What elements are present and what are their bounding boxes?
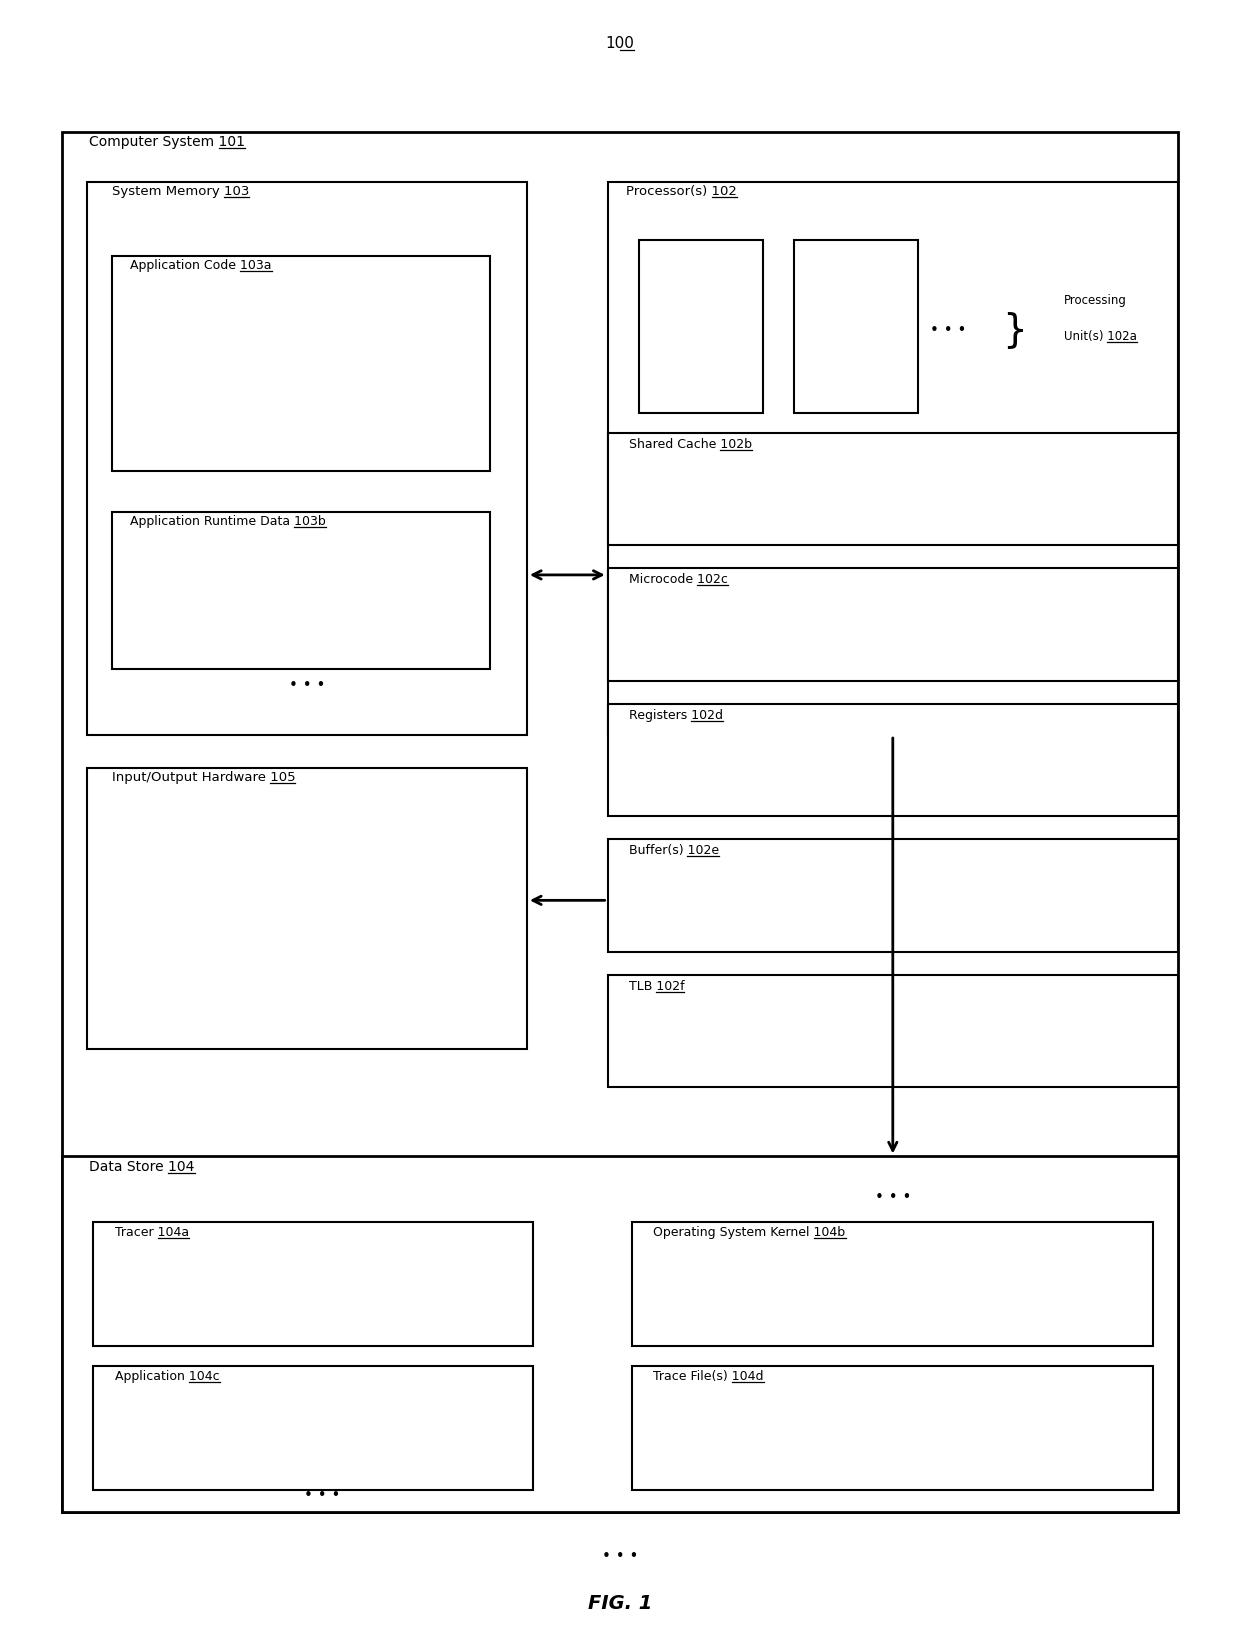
Text: Microcode 102c: Microcode 102c <box>629 573 728 586</box>
Text: Application 104c: Application 104c <box>115 1370 219 1383</box>
Bar <box>608 433 1178 545</box>
Bar <box>62 1156 1178 1512</box>
Text: 100: 100 <box>605 36 635 51</box>
Text: Shared Cache 102b: Shared Cache 102b <box>629 438 751 451</box>
Bar <box>608 568 1178 681</box>
Bar <box>62 132 1178 1512</box>
Bar <box>87 768 527 1049</box>
Text: System Memory 103: System Memory 103 <box>112 185 249 198</box>
Text: Computer System 101: Computer System 101 <box>89 135 246 149</box>
Text: Tracer 104a: Tracer 104a <box>115 1226 190 1239</box>
Text: Unit(s) 102a: Unit(s) 102a <box>1064 330 1137 344</box>
Text: Input/Output Hardware 105: Input/Output Hardware 105 <box>112 771 295 785</box>
Text: • • •: • • • <box>304 1487 341 1503</box>
Bar <box>93 1222 533 1346</box>
Text: • • •: • • • <box>930 322 967 339</box>
Text: Processor(s) 102: Processor(s) 102 <box>626 185 737 198</box>
Bar <box>632 1222 1153 1346</box>
Text: Application Runtime Data 103b: Application Runtime Data 103b <box>130 515 326 529</box>
Text: • • •: • • • <box>601 1548 639 1564</box>
Bar <box>93 1366 533 1490</box>
Text: TLB 102f: TLB 102f <box>629 980 684 993</box>
Text: Registers 102d: Registers 102d <box>629 709 723 722</box>
Bar <box>112 512 490 669</box>
Text: Operating System Kernel 104b: Operating System Kernel 104b <box>653 1226 846 1239</box>
Text: Processing: Processing <box>1064 294 1127 307</box>
Text: Buffer(s) 102e: Buffer(s) 102e <box>629 844 719 857</box>
Text: }: } <box>1002 311 1027 350</box>
Bar <box>112 256 490 471</box>
Bar <box>87 182 527 735</box>
Bar <box>608 704 1178 816</box>
Bar <box>639 240 763 413</box>
Bar <box>794 240 918 413</box>
Bar <box>632 1366 1153 1490</box>
Text: Data Store 104: Data Store 104 <box>89 1160 195 1173</box>
Text: Trace File(s) 104d: Trace File(s) 104d <box>653 1370 764 1383</box>
Bar <box>608 182 1178 735</box>
Bar <box>608 839 1178 952</box>
Text: FIG. 1: FIG. 1 <box>588 1594 652 1614</box>
Text: Application Code 103a: Application Code 103a <box>130 259 272 273</box>
Text: • • •: • • • <box>289 677 326 694</box>
Bar <box>608 975 1178 1087</box>
Text: • • •: • • • <box>874 1189 911 1206</box>
